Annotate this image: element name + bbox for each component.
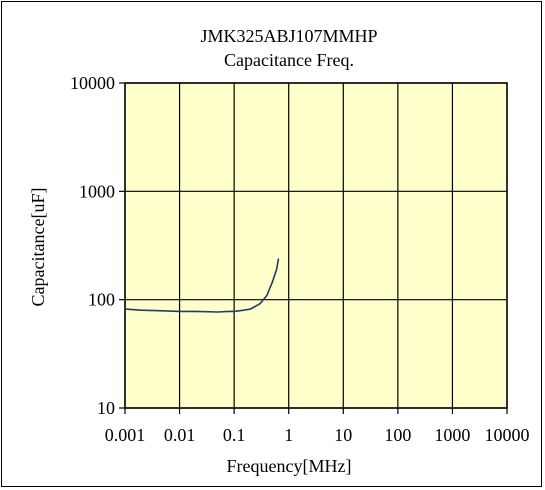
x-tick-labels: 0.001 0.01 0.1 1 10 100 1000 10000 [105,425,530,445]
x-tick-label: 0.001 [105,425,146,445]
x-tick-label: 10 [334,425,352,445]
x-tick-label: 10000 [485,425,530,445]
y-tick-label: 1000 [79,181,115,201]
x-tick-label: 1000 [434,425,470,445]
y-tick-labels: 10 100 1000 10000 [70,73,115,418]
y-tick-label: 10 [97,398,115,418]
grid-layer [119,82,508,414]
x-tick-label: 1 [284,425,293,445]
x-tick-label: 100 [384,425,411,445]
plot-area [124,82,508,409]
chart-subtitle: Capacitance Freq. [224,50,354,70]
y-tick-label: 100 [88,290,115,310]
series-layer [124,258,280,313]
x-axis-label: Frequency[MHz] [227,456,352,476]
series-line [124,258,280,313]
y-tick-label: 10000 [70,73,115,93]
x-tick-label: 0.01 [164,425,196,445]
x-tick-label: 0.1 [223,425,246,445]
chart-title: JMK325ABJ107MMHP [200,26,377,46]
y-axis-label: Capacitance[uF] [28,188,48,307]
